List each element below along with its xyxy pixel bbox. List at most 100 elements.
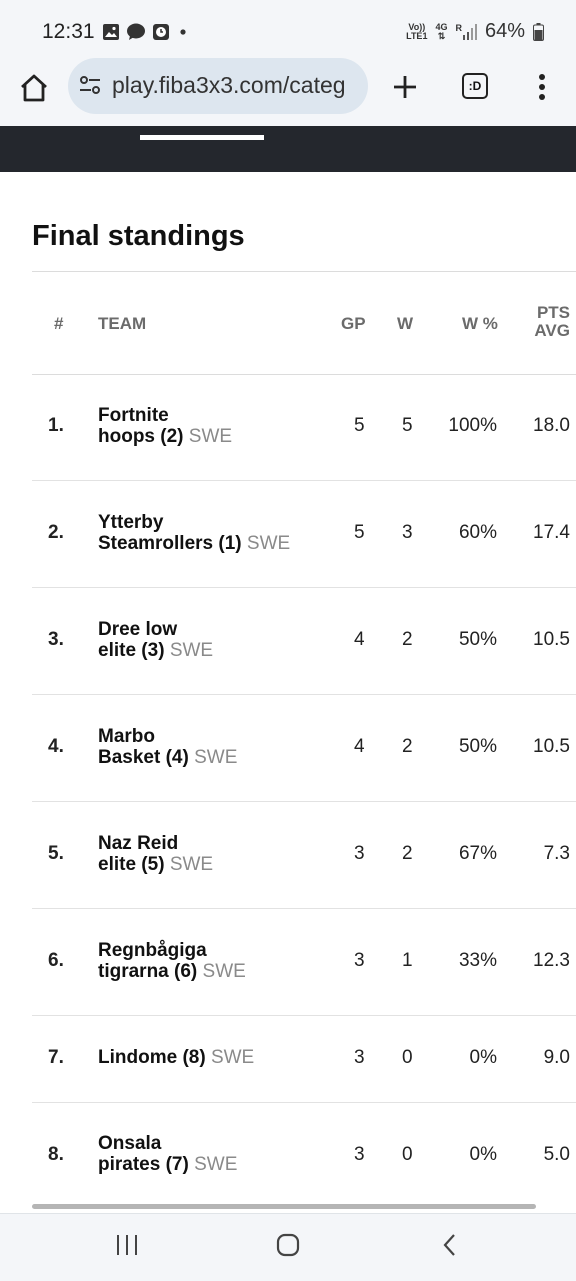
- home-nav-icon[interactable]: [275, 1232, 301, 1258]
- gp-cell: 4: [354, 629, 365, 650]
- gp-cell: 5: [354, 415, 365, 436]
- address-bar[interactable]: play.fiba3x3.com/categ: [68, 58, 368, 114]
- gp-cell: 3: [354, 1047, 365, 1068]
- team-name-line2: elite (3): [98, 640, 165, 661]
- header-rank: #: [54, 314, 64, 333]
- team-country: SWE: [194, 1154, 238, 1175]
- network-type: 4G ⇅: [435, 21, 448, 41]
- plus-icon[interactable]: [390, 72, 420, 102]
- more-vert-icon[interactable]: [532, 72, 552, 102]
- browser-toolbar: play.fiba3x3.com/categ :D: [0, 58, 576, 126]
- team-cell[interactable]: Ytterby Steamrollers (1) SWE: [98, 512, 328, 554]
- volte-line1: Vo)): [408, 21, 426, 32]
- gp-cell: 3: [354, 950, 365, 971]
- w-percent-cell: 0%: [469, 1144, 497, 1165]
- signal-indicator: R: [455, 22, 477, 40]
- back-icon[interactable]: [440, 1232, 460, 1258]
- header-w-percent[interactable]: W %: [462, 314, 498, 333]
- rank-cell: 3.: [48, 629, 64, 650]
- volte-line2: LTE1: [406, 30, 428, 41]
- header-gp[interactable]: GP: [341, 314, 366, 333]
- table-row[interactable]: 1. Fortnite hoops (2) SWE 5 5 100% 18.0: [32, 374, 576, 481]
- table-row[interactable]: 2. Ytterby Steamrollers (1) SWE 5 3 60% …: [32, 481, 576, 588]
- header-team[interactable]: TEAM: [98, 314, 147, 333]
- table-row[interactable]: 7. Lindome (8) SWE 3 0 0% 9.0: [32, 1016, 576, 1103]
- volte-indicator: Vo)) LTE1: [406, 21, 428, 41]
- header-pts-line2: AVG: [534, 321, 570, 340]
- url-text[interactable]: play.fiba3x3.com/categ: [112, 72, 346, 98]
- pts-avg-cell: 18.0: [533, 415, 570, 436]
- table-row[interactable]: 8. Onsala pirates (7) SWE 3 0 0% 5.0: [32, 1103, 576, 1203]
- team-name-line2: pirates (7): [98, 1154, 189, 1175]
- header-w[interactable]: W: [397, 314, 414, 333]
- pts-avg-cell: 7.3: [543, 843, 570, 864]
- team-cell[interactable]: Dree low elite (3) SWE: [98, 619, 328, 661]
- team-cell[interactable]: Fortnite hoops (2) SWE: [98, 405, 328, 447]
- team-name-line1: Naz Reid: [98, 833, 179, 854]
- w-cell: 2: [402, 736, 413, 757]
- title-divider: [32, 271, 576, 272]
- team-name-line1: Marbo: [98, 726, 155, 747]
- tab-switcher-button[interactable]: :D: [462, 73, 488, 99]
- table-row[interactable]: 6. Regnbågiga tigrarna (6) SWE 3 1 33% 1…: [32, 909, 576, 1016]
- team-name-line1: Ytterby: [98, 512, 164, 533]
- more-notifications-dot-icon: [180, 29, 186, 35]
- w-cell: 5: [402, 415, 413, 436]
- team-name-line1: Dree low: [98, 619, 178, 640]
- team-country: SWE: [169, 640, 214, 661]
- team-country: SWE: [246, 533, 291, 554]
- recent-apps-icon[interactable]: [115, 1232, 139, 1258]
- team-name-line1: Regnbågiga: [98, 940, 207, 961]
- team-name-line1: Fortnite: [98, 405, 169, 426]
- tab-switcher-label: :D: [468, 79, 482, 93]
- table-row[interactable]: 4. Marbo Basket (4) SWE 4 2 50% 10.5: [32, 695, 576, 802]
- network-label: 4G: [435, 21, 448, 32]
- data-arrows-icon: ⇅: [437, 30, 446, 41]
- status-right: Vo)) LTE1 4G ⇅ R 64%: [406, 20, 544, 43]
- pts-avg-cell: 9.0: [543, 1047, 570, 1068]
- team-name-line1: Onsala: [98, 1133, 162, 1154]
- roaming-label: R: [455, 22, 462, 33]
- team-name-line2: tigrarna (6): [98, 961, 198, 982]
- page-title: Final standings: [32, 220, 245, 252]
- team-name: Lindome (8): [98, 1047, 206, 1068]
- gp-cell: 4: [354, 736, 365, 757]
- home-icon[interactable]: [18, 72, 50, 104]
- w-cell: 3: [402, 522, 413, 543]
- team-country: SWE: [210, 1047, 255, 1068]
- gallery-icon: [103, 24, 119, 40]
- team-country: SWE: [169, 854, 214, 875]
- horizontal-scrollbar[interactable]: [32, 1204, 536, 1209]
- header-pts-avg[interactable]: PTS AVG: [534, 304, 570, 340]
- team-cell[interactable]: Marbo Basket (4) SWE: [98, 726, 328, 768]
- pts-avg-cell: 12.3: [533, 950, 570, 971]
- rank-cell: 8.: [48, 1144, 64, 1165]
- gp-cell: 5: [354, 522, 365, 543]
- pts-avg-cell: 17.4: [533, 522, 570, 543]
- team-country: SWE: [194, 747, 238, 768]
- team-name-line2: elite (5): [98, 854, 165, 875]
- system-nav-bar: [0, 1213, 576, 1281]
- battery-percent: 64%: [484, 20, 525, 42]
- clock-app-icon: [153, 24, 169, 40]
- team-country: SWE: [188, 426, 233, 447]
- signal-icon: [462, 23, 477, 40]
- team-cell[interactable]: Lindome (8) SWE: [98, 1047, 328, 1068]
- team-cell[interactable]: Naz Reid elite (5) SWE: [98, 833, 328, 875]
- active-tab-indicator: [140, 135, 264, 140]
- rank-cell: 1.: [48, 415, 64, 436]
- table-row[interactable]: 5. Naz Reid elite (5) SWE 3 2 67% 7.3: [32, 802, 576, 909]
- table-row[interactable]: 3. Dree low elite (3) SWE 4 2 50% 10.5: [32, 588, 576, 695]
- status-bar: 12:31 Vo)) LTE1 4G ⇅ R 64%: [0, 0, 576, 62]
- w-percent-cell: 50%: [458, 736, 497, 757]
- team-cell[interactable]: Onsala pirates (7) SWE: [98, 1133, 328, 1175]
- team-name-line2: Basket (4): [98, 747, 189, 768]
- w-percent-cell: 50%: [458, 629, 497, 650]
- team-cell[interactable]: Regnbågiga tigrarna (6) SWE: [98, 940, 328, 982]
- rank-cell: 2.: [48, 522, 64, 543]
- page-info-icon[interactable]: [78, 73, 102, 97]
- team-country: SWE: [202, 961, 246, 982]
- w-percent-cell: 100%: [448, 415, 497, 436]
- w-cell: 1: [402, 950, 413, 971]
- w-percent-cell: 60%: [458, 522, 497, 543]
